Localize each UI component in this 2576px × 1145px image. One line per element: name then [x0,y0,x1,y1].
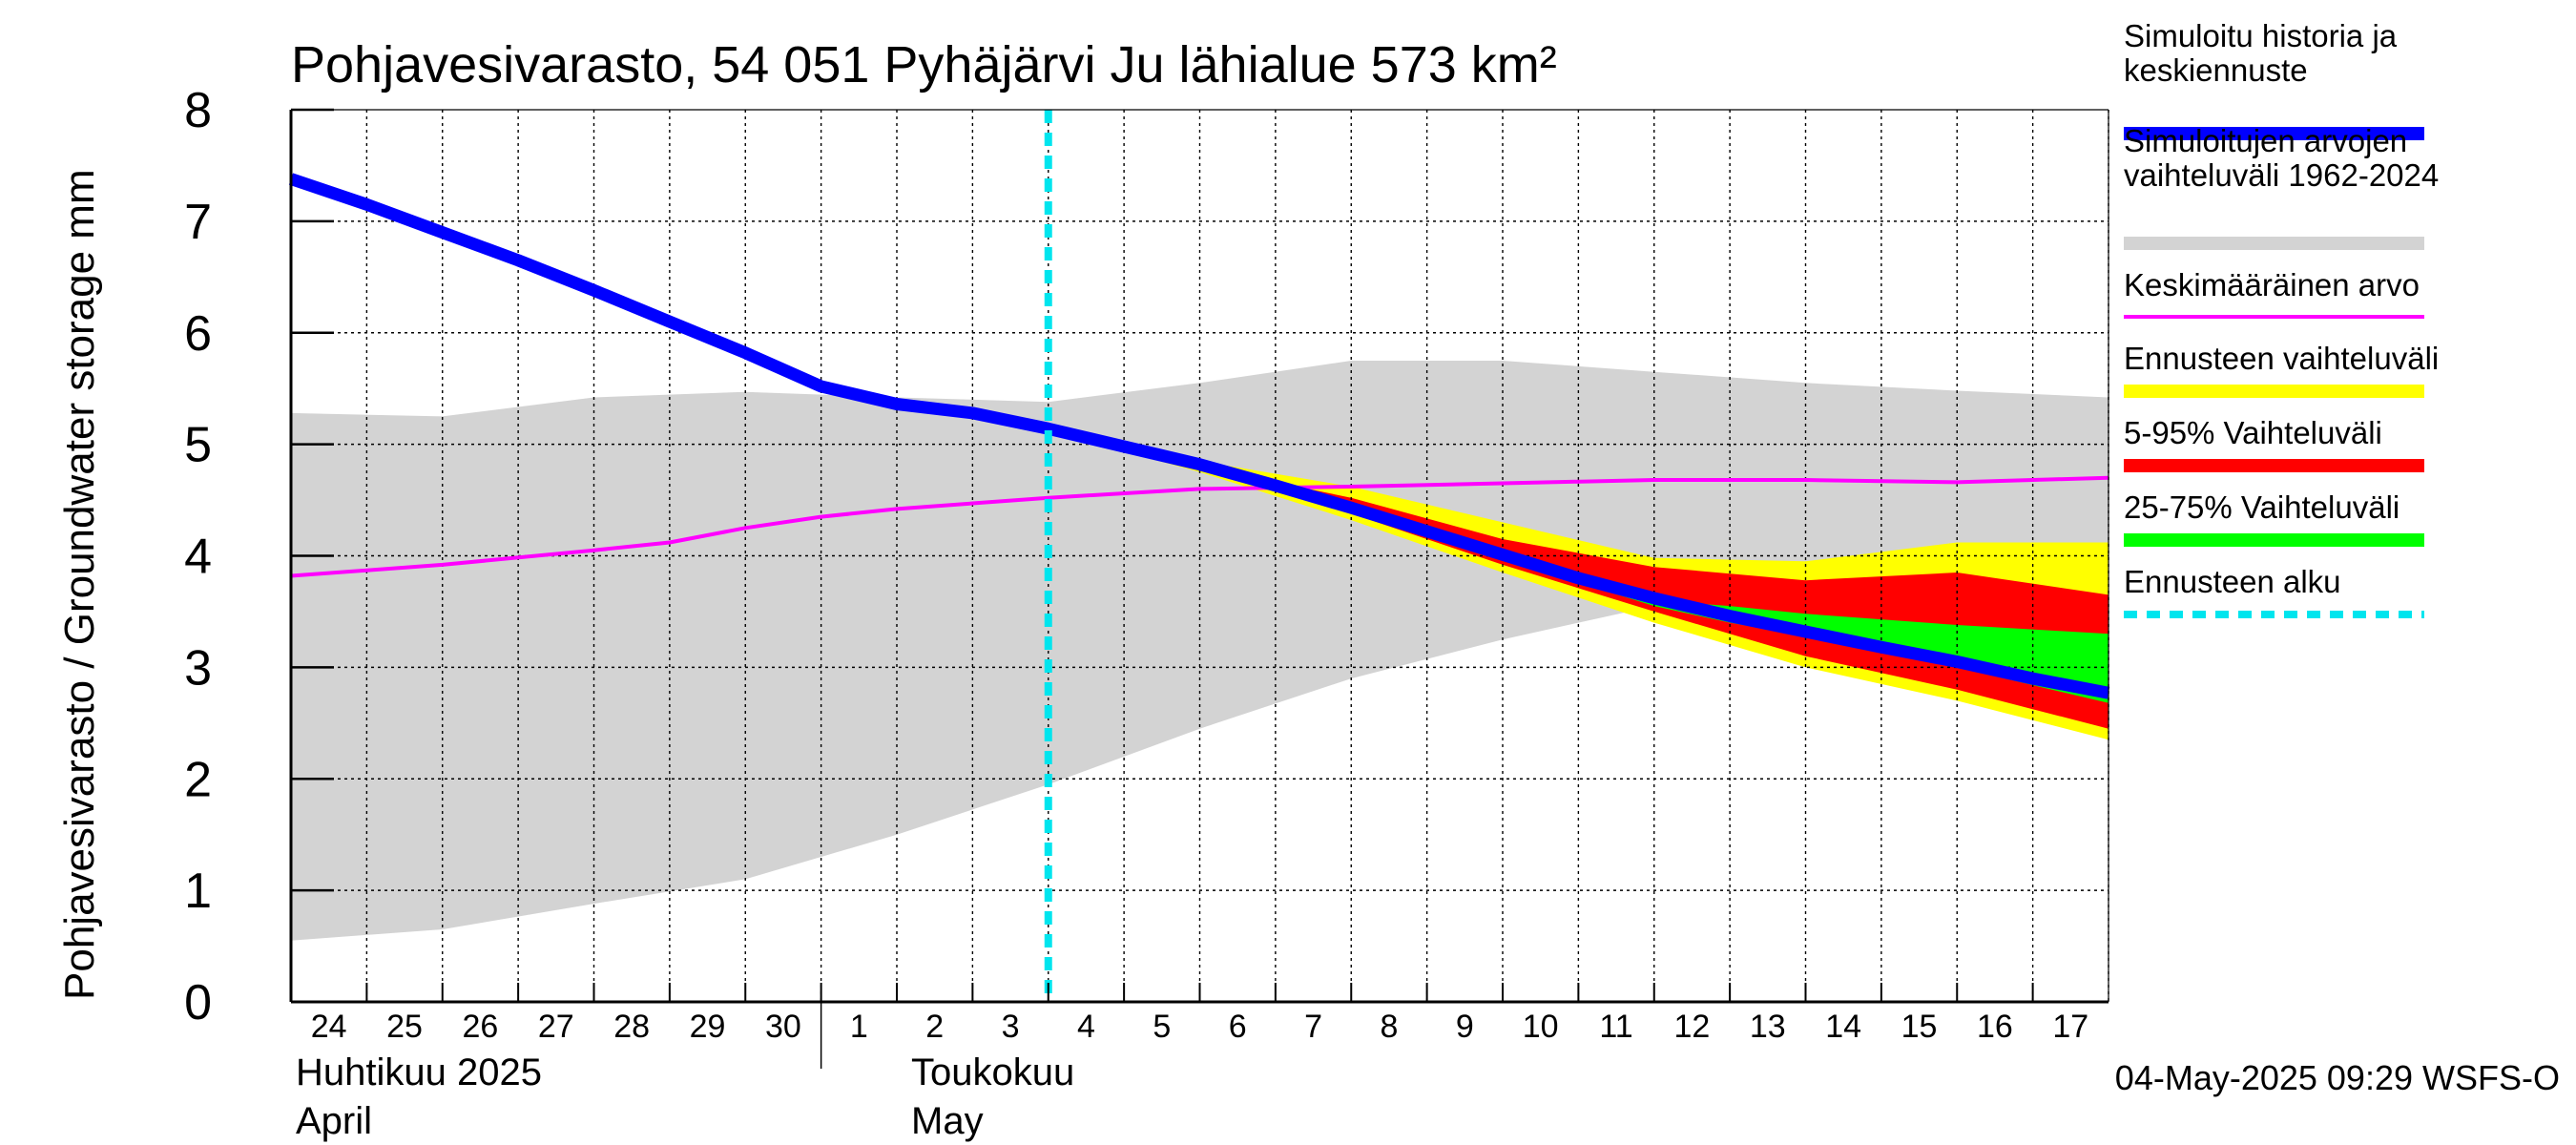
legend-label-line: Ennusteen alku [2124,564,2341,599]
x-tick-label-6: 30 [765,1009,801,1045]
x-tick-label-20: 14 [1825,1009,1861,1045]
x-tick-labels: 24 25 26 27 28 29 30 1 2 3 4 5 6 7 8 9 10 11 12 13 14 15 16 17 [311,1009,2088,1045]
x-tick-label-19: 13 [1750,1009,1786,1045]
y-tick-label-6: 6 [184,306,212,362]
legend-label-line: Keskimääräinen arvo [2124,267,2420,302]
legend-label-line: vaihteluväli 1962-2024 [2124,157,2439,193]
month-label-en-1: May [911,1100,984,1142]
legend-label-line: Ennusteen vaihteluväli [2124,341,2439,376]
y-tick-labels: 0 1 2 3 4 5 6 7 8 [184,83,212,1030]
legend-label-line: 5-95% Vaihteluväli [2124,415,2382,450]
legend-label-line: Simuloitu historia ja [2124,18,2398,53]
chart-title: Pohjavesivarasto, 54 051 Pyhäjärvi Ju lä… [291,36,1557,94]
month-label-en-0: April [296,1100,372,1142]
y-tick-label-5: 5 [184,418,212,473]
x-tick-label-10: 4 [1077,1009,1095,1045]
legend-label-0: Simuloitu historia ja keskiennuste [2124,18,2398,88]
series-line-0 [290,475,2109,578]
x-tick-label-17: 11 [1599,1009,1632,1045]
legend-label-2: Keskimääräinen arvo [2124,267,2420,302]
x-tick-label-4: 28 [613,1009,650,1045]
y-tick-label-1: 1 [184,864,212,919]
legend-label-line: 25-75% Vaihteluväli [2124,489,2399,525]
legend-label-line: Simuloitujen arvojen [2124,123,2407,158]
legend-label-4: 5-95% Vaihteluväli [2124,415,2382,450]
x-tick-label-21: 15 [1901,1009,1938,1045]
month-label-fi-0: Huhtikuu 2025 [296,1051,542,1093]
legend-label-3: Ennusteen vaihteluväli [2124,341,2439,376]
x-tick-label-18: 12 [1674,1009,1711,1045]
y-axis-label: Pohjavesivarasto / Groundwater storage m… [56,169,103,1000]
legend-label-1: Simuloitujen arvojen vaihteluväli 1962-20… [2124,123,2439,193]
month-label-fi-1: Toukokuu [911,1051,1074,1093]
legend-label-line: keskiennuste [2124,52,2308,88]
x-tick-label-3: 27 [538,1009,574,1045]
x-tick-label-15: 9 [1456,1009,1474,1045]
line-layer [288,110,2110,1002]
x-tick-label-16: 10 [1523,1009,1559,1045]
x-tick-label-7: 1 [850,1009,868,1045]
y-tick-label-2: 2 [184,752,212,807]
series-line-1 [288,173,2110,699]
x-tick-label-2: 26 [463,1009,499,1045]
y-tick-label-4: 4 [184,530,212,585]
footer-timestamp: 04-May-2025 09:29 WSFS-O [2115,1058,2560,1097]
axes-layer [289,108,2109,1069]
x-tick-label-22: 16 [1977,1009,2013,1045]
x-tick-label-5: 29 [690,1009,726,1045]
legend-label-5: 25-75% Vaihteluväli [2124,489,2399,525]
x-tick-label-13: 7 [1304,1009,1322,1045]
x-tick-label-11: 5 [1153,1009,1171,1045]
x-tick-label-1: 25 [386,1009,423,1045]
x-tick-label-12: 6 [1229,1009,1247,1045]
x-tick-label-9: 3 [1002,1009,1020,1045]
x-tick-label-14: 8 [1380,1009,1398,1045]
x-tick-label-23: 17 [2052,1009,2088,1045]
legend-label-6: Ennusteen alku [2124,564,2341,599]
y-tick-label-7: 7 [184,195,212,250]
x-tick-label-0: 24 [311,1009,347,1045]
y-tick-label-8: 8 [184,83,212,138]
y-tick-label-0: 0 [184,975,212,1030]
legend: Simuloitu historia ja keskiennusteSimuloi… [2124,18,2439,618]
x-tick-label-8: 2 [925,1009,944,1045]
month-labels: Huhtikuu 2025 April Toukokuu May [296,1051,1074,1142]
y-tick-label-3: 3 [184,640,212,696]
